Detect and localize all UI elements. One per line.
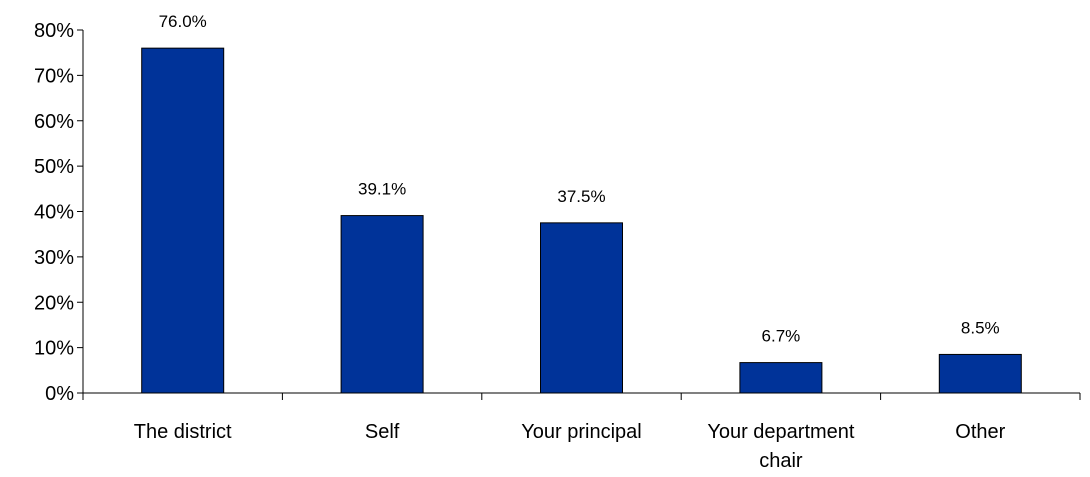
data-label: 76.0%: [159, 12, 207, 31]
bar: [938, 353, 1022, 394]
data-labels: 76.0% 39.1% 37.5% 6.7% 8.5%: [159, 12, 1000, 345]
data-label: 39.1%: [358, 180, 406, 199]
bar: [340, 215, 424, 394]
x-category-label: Other: [955, 421, 1005, 443]
data-label: 37.5%: [557, 187, 605, 206]
x-category-label: Your department chair: [707, 421, 855, 472]
x-category-label: Your principal: [521, 421, 641, 443]
bars: [141, 47, 1022, 394]
y-tick-label: 50%: [34, 156, 74, 178]
bar: [540, 222, 623, 394]
y-tick-label: 0%: [45, 383, 74, 405]
y-axis: 0% 10% 20% 30% 40% 50% 60% 70% 80%: [34, 20, 84, 405]
category-labels: The district Self Your principal Your depar…: [134, 421, 1006, 472]
data-label: 6.7%: [762, 327, 801, 346]
y-tick-label: 80%: [34, 20, 74, 42]
y-tick-label: 70%: [34, 65, 74, 87]
x-axis: [82, 392, 1081, 400]
y-tick-label: 60%: [34, 111, 74, 133]
data-label: 8.5%: [961, 318, 1000, 337]
y-tick-label: 10%: [34, 338, 74, 360]
y-tick-label: 40%: [34, 202, 74, 224]
y-tick-label: 30%: [34, 247, 74, 269]
y-tick-label: 20%: [34, 292, 74, 314]
x-category-label: The district: [134, 421, 232, 443]
bar: [141, 47, 225, 394]
bar: [739, 362, 823, 394]
x-category-label: Self: [365, 421, 400, 443]
